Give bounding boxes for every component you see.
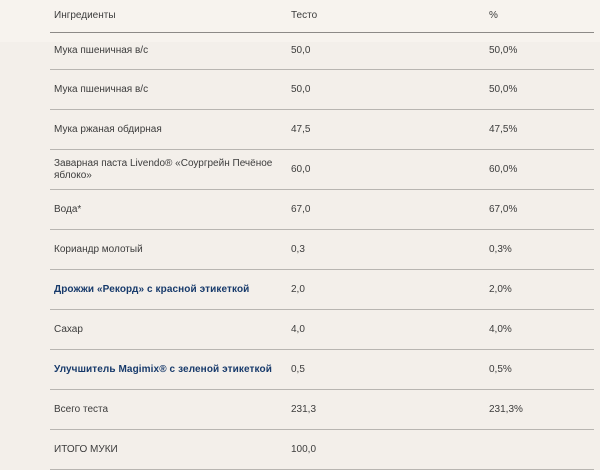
ingredient-name: Мука пшеничная в/с <box>50 69 279 110</box>
percent-value: 60,0% <box>441 149 594 190</box>
percent-value: 50,0% <box>441 32 594 70</box>
ingredient-name: Заварная паста Livendo® «Соургрейн Печён… <box>50 149 279 190</box>
ingredient-name: Всего теста <box>50 389 279 430</box>
ingredient-name: Мука пшеничная в/с <box>50 32 279 70</box>
ingredient-name: Улучшитель Magimix® с зеленой этикеткой <box>50 349 279 390</box>
percent-value: 231,3% <box>441 389 594 430</box>
recipe-page: Ингредиенты Тесто % Мука пшеничная в/с 5… <box>50 0 594 470</box>
table-row: Заварная паста Livendo® «Соургрейн Печён… <box>50 149 594 190</box>
table-row: Всего теста 231,3 231,3% <box>50 389 594 430</box>
percent-value: 67,0% <box>441 189 594 230</box>
percent-value: 47,5% <box>441 109 594 150</box>
table-row: Кориандр молотый 0,3 0,3% <box>50 229 594 270</box>
ingredient-name: Дрожжи «Рекорд» с красной этикеткой <box>50 269 279 310</box>
dough-value: 60,0 <box>279 149 441 190</box>
table-row: Дрожжи «Рекорд» с красной этикеткой 2,0 … <box>50 269 594 310</box>
ingredients-table: Ингредиенты Тесто % Мука пшеничная в/с 5… <box>50 0 594 470</box>
percent-value: 0,3% <box>441 229 594 270</box>
header-percent: % <box>441 0 594 33</box>
ingredient-name: Кориандр молотый <box>50 229 279 270</box>
table-row: Улучшитель Magimix® с зеленой этикеткой … <box>50 349 594 390</box>
dough-value: 0,3 <box>279 229 441 270</box>
ingredient-name: Мука ржаная обдирная <box>50 109 279 150</box>
header-dough: Тесто <box>279 0 441 33</box>
dough-value: 231,3 <box>279 389 441 430</box>
ingredient-name: Вода* <box>50 189 279 230</box>
percent-value: 0,5% <box>441 349 594 390</box>
table-row: Мука ржаная обдирная 47,5 47,5% <box>50 109 594 150</box>
dough-value: 2,0 <box>279 269 441 310</box>
dough-value: 47,5 <box>279 109 441 150</box>
percent-value <box>441 429 594 470</box>
header-ingredients: Ингредиенты <box>50 0 279 33</box>
dough-value: 4,0 <box>279 309 441 350</box>
percent-value: 50,0% <box>441 69 594 110</box>
percent-value: 4,0% <box>441 309 594 350</box>
ingredient-name: Сахар <box>50 309 279 350</box>
dough-value: 50,0 <box>279 69 441 110</box>
dough-value: 100,0 <box>279 429 441 470</box>
dough-value: 67,0 <box>279 189 441 230</box>
ingredient-name: ИТОГО МУКИ <box>50 429 279 470</box>
table-row: ИТОГО МУКИ 100,0 <box>50 429 594 470</box>
table-row: Мука пшеничная в/с 50,0 50,0% <box>50 32 594 70</box>
dough-value: 0,5 <box>279 349 441 390</box>
table-row: Сахар 4,0 4,0% <box>50 309 594 350</box>
table-row: Вода* 67,0 67,0% <box>50 189 594 230</box>
table-row: Мука пшеничная в/с 50,0 50,0% <box>50 69 594 110</box>
dough-value: 50,0 <box>279 32 441 70</box>
table-header-row: Ингредиенты Тесто % <box>50 0 594 33</box>
percent-value: 2,0% <box>441 269 594 310</box>
